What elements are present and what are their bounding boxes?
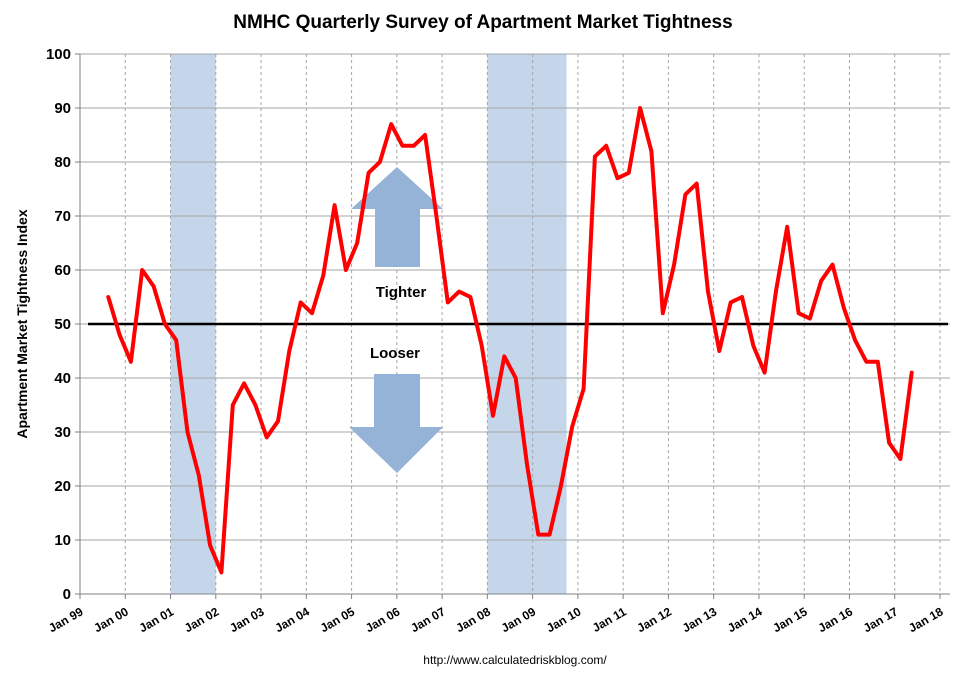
x-tick-label-4: Jan 03 [227,604,267,635]
y-tick-label-5: 50 [54,316,71,333]
x-tick-label-13: Jan 12 [635,604,675,635]
y-tick-label-7: 70 [54,208,71,225]
x-tick-label-18: Jan 17 [861,604,901,635]
looser-arrow [349,374,443,473]
x-tick-label-14: Jan 13 [680,604,720,635]
x-tick-label-8: Jan 07 [408,604,448,635]
looser-label: Looser [370,345,420,362]
x-tick-label-12: Jan 11 [590,604,629,635]
up-arrow-icon [351,167,443,267]
y-tick-label-9: 90 [54,100,71,117]
x-tick-label-10: Jan 09 [499,604,539,635]
x-tick-label-15: Jan 14 [725,604,765,635]
y-tick-label-4: 40 [54,370,71,387]
x-tick-label-9: Jan 08 [454,604,494,635]
y-axis: 0 10 20 30 40 50 60 70 80 90 100 [46,46,81,603]
x-tick-label-6: Jan 05 [318,604,358,635]
x-tick-label-2: Jan 01 [137,604,177,635]
y-tick-label-6: 60 [54,262,71,279]
y-tick-label-10: 100 [46,46,71,63]
chart-title: NMHC Quarterly Survey of Apartment Marke… [233,12,732,33]
y-tick-label-0: 0 [63,586,71,603]
tighter-label: Tighter [376,284,427,301]
tighter-arrow [351,167,443,267]
x-tick-label-0: Jan 99 [46,604,86,635]
x-tick-label-16: Jan 15 [770,604,810,635]
x-axis: Jan 99 Jan 00 Jan 01 Jan 02 Jan 03 Jan 04 Jan … [46,593,950,635]
y-tick-label-2: 20 [54,478,71,495]
x-tick-label-19: Jan 18 [906,604,946,635]
x-tick-label-11: Jan 10 [544,604,584,635]
y-tick-label-1: 10 [54,532,71,549]
x-tick-label-5: Jan 04 [272,604,312,635]
x-tick-label-7: Jan 06 [363,604,403,635]
x-tick-label-1: Jan 00 [91,604,131,635]
x-tick-label-17: Jan 16 [816,604,856,635]
series-group [106,106,914,575]
series-line-0 [106,106,914,575]
x-tick-label-3: Jan 02 [182,604,222,635]
y-tick-label-8: 80 [54,154,71,171]
y-axis-label: Apartment Market Tightness Index [14,209,30,438]
source-text: http://www.calculatedriskblog.com/ [423,653,607,667]
down-arrow-icon [349,374,443,473]
y-tick-label-3: 30 [54,424,71,441]
